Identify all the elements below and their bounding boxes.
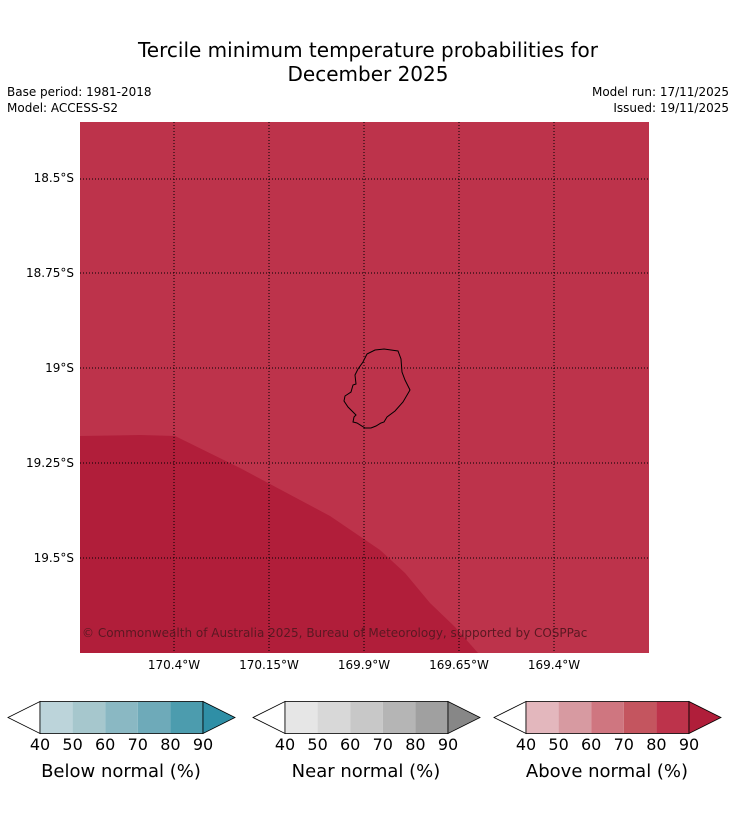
colorbar-segment xyxy=(350,701,383,734)
colorbar-tick-label: 80 xyxy=(405,735,426,754)
title-line-2: December 2025 xyxy=(287,62,449,86)
meta-right: Model run: 17/11/2025 Issued: 19/11/2025 xyxy=(592,84,729,116)
colorbar-extension-high xyxy=(447,700,481,735)
colorbar-segment xyxy=(526,701,559,734)
colorbar-tick-label: 60 xyxy=(95,735,116,754)
colorbar-tick-label: 40 xyxy=(274,735,296,754)
lon-label-5: 169.4°W xyxy=(527,658,581,672)
colorbar-segment xyxy=(558,701,592,734)
colorbar-extension-high xyxy=(688,700,722,735)
colorbar-tick-label: 60 xyxy=(340,735,361,754)
colorbar-above-normal-title: Above normal (%) xyxy=(525,761,689,782)
copyright-notice: © Commonwealth of Australia 2025, Bureau… xyxy=(82,626,588,640)
colorbar-segment xyxy=(137,701,171,734)
colorbar-segment xyxy=(105,701,138,734)
map-region-above-90 xyxy=(80,435,478,653)
colorbar-above-normal-ticks: 40 50 60 70 80 90 xyxy=(492,736,722,756)
colorbar-below-normal-scale xyxy=(7,700,236,735)
lat-label-1: 18.5°S xyxy=(33,171,74,185)
colorbar-tick-label: 50 xyxy=(62,735,83,754)
model-label: Model: ACCESS-S2 xyxy=(7,101,119,115)
lat-label-3: 19°S xyxy=(45,361,74,375)
chart-title: Tercile minimum temperature probabilitie… xyxy=(0,38,736,86)
colorbar-segment xyxy=(40,701,73,734)
colorbar-tick-label: 40 xyxy=(515,735,537,754)
niue-island-outline xyxy=(343,348,411,429)
probability-map xyxy=(80,122,649,653)
colorbar-near-normal-title: Near normal (%) xyxy=(291,761,441,782)
colorbar-extension-low xyxy=(7,700,41,735)
colorbar-tick-label: 90 xyxy=(678,735,700,754)
colorbar-segment xyxy=(382,701,416,734)
colorbar-near-normal-scale xyxy=(252,700,481,735)
colorbar-near-normal-ticks: 40 50 60 70 80 90 xyxy=(251,736,481,756)
colorbar-segment xyxy=(623,701,657,734)
base-period-label: Base period: 1981-2018 xyxy=(7,85,152,99)
colorbar-below-normal: 40 50 60 70 80 90 Below normal (%) xyxy=(6,700,236,786)
lat-label-4: 19.25°S xyxy=(26,456,74,470)
lon-label-1: 170.4°W xyxy=(147,658,201,672)
colorbar-tick-label: 80 xyxy=(160,735,181,754)
lon-label-2: 170.15°W xyxy=(239,658,299,672)
colorbar-tick-label: 90 xyxy=(437,735,459,754)
colorbar-tick-label: 50 xyxy=(548,735,569,754)
map-svg xyxy=(80,122,649,653)
colorbar-tick-label: 90 xyxy=(192,735,214,754)
colorbar-below-normal-ticks: 40 50 60 70 80 90 xyxy=(6,736,236,756)
colorbar-segment xyxy=(285,701,318,734)
lat-label-5: 19.5°S xyxy=(33,551,74,565)
colorbar-above-normal: 40 50 60 70 80 90 Above normal (%) xyxy=(492,700,722,786)
colorbar-tick-label: 70 xyxy=(613,735,634,754)
colorbar-segment xyxy=(415,701,448,734)
colorbar-extension-high xyxy=(202,700,236,735)
lat-label-2: 18.75°S xyxy=(26,266,74,280)
graticule xyxy=(80,122,649,653)
colorbar-segment xyxy=(170,701,203,734)
title-line-1: Tercile minimum temperature probabilitie… xyxy=(137,38,599,62)
colorbar-extension-low xyxy=(493,700,527,735)
colorbar-segment xyxy=(591,701,624,734)
colorbar-tick-label: 70 xyxy=(127,735,148,754)
colorbar-tick-label: 50 xyxy=(307,735,328,754)
lon-label-3: 169.9°W xyxy=(337,658,391,672)
issued-label: Issued: 19/11/2025 xyxy=(613,101,729,115)
colorbar-above-normal-scale xyxy=(493,700,722,735)
colorbar-segment xyxy=(72,701,106,734)
model-run-label: Model run: 17/11/2025 xyxy=(591,85,729,99)
meta-left: Base period: 1981-2018 Model: ACCESS-S2 xyxy=(7,84,152,116)
colorbar-segment xyxy=(317,701,351,734)
colorbar-tick-label: 60 xyxy=(581,735,602,754)
lon-label-4: 169.65°W xyxy=(429,658,489,672)
colorbar-extension-low xyxy=(252,700,286,735)
colorbar-tick-label: 70 xyxy=(372,735,393,754)
colorbar-tick-label: 80 xyxy=(646,735,667,754)
colorbar-near-normal: 40 50 60 70 80 90 Near normal (%) xyxy=(251,700,481,786)
colorbar-segment xyxy=(656,701,689,734)
colorbar-below-normal-title: Below normal (%) xyxy=(41,761,201,782)
colorbar-tick-label: 40 xyxy=(29,735,51,754)
